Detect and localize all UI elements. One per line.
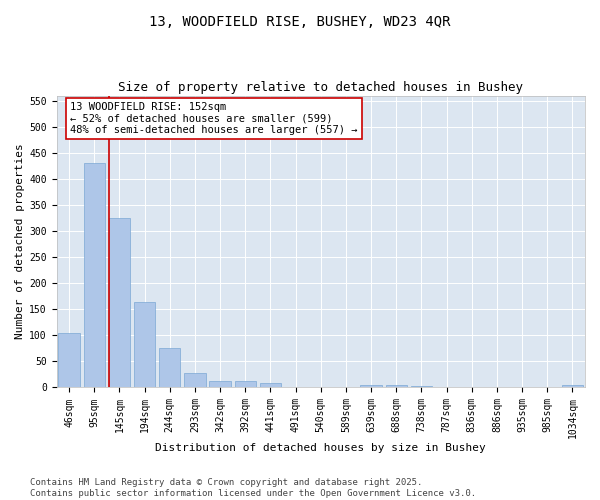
Bar: [134, 302, 155, 388]
Y-axis label: Number of detached properties: Number of detached properties: [15, 144, 25, 340]
Bar: [235, 381, 256, 388]
Title: Size of property relative to detached houses in Bushey: Size of property relative to detached ho…: [118, 82, 523, 94]
Bar: [361, 385, 382, 388]
Bar: [411, 386, 432, 388]
X-axis label: Distribution of detached houses by size in Bushey: Distribution of detached houses by size …: [155, 442, 486, 452]
Bar: [260, 384, 281, 388]
Bar: [109, 218, 130, 388]
Bar: [209, 381, 231, 388]
Bar: [159, 348, 181, 388]
Text: 13 WOODFIELD RISE: 152sqm
← 52% of detached houses are smaller (599)
48% of semi: 13 WOODFIELD RISE: 152sqm ← 52% of detac…: [70, 102, 358, 135]
Bar: [58, 333, 80, 388]
Bar: [562, 386, 583, 388]
Bar: [386, 385, 407, 388]
Bar: [83, 164, 105, 388]
Text: 13, WOODFIELD RISE, BUSHEY, WD23 4QR: 13, WOODFIELD RISE, BUSHEY, WD23 4QR: [149, 15, 451, 29]
Bar: [184, 374, 206, 388]
Text: Contains HM Land Registry data © Crown copyright and database right 2025.
Contai: Contains HM Land Registry data © Crown c…: [30, 478, 476, 498]
